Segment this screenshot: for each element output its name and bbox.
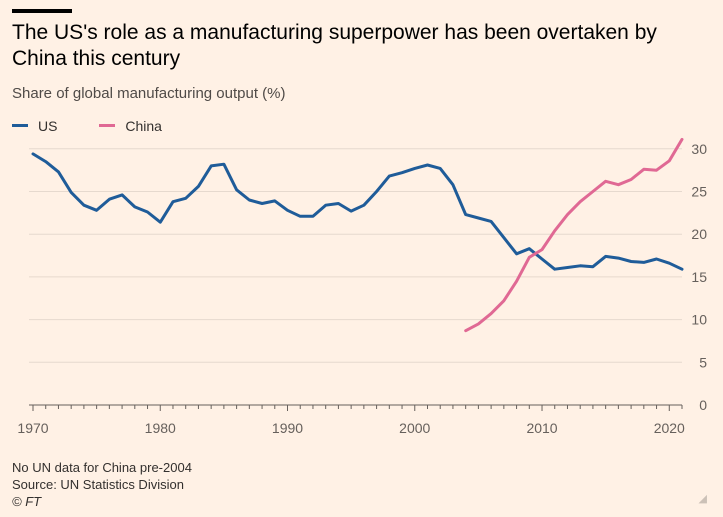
y-tick-label: 5 xyxy=(699,354,707,370)
y-tick-label: 15 xyxy=(691,269,707,285)
x-tick-label: 1990 xyxy=(272,420,303,436)
y-tick-label: 0 xyxy=(699,397,707,413)
x-tick-label: 2010 xyxy=(526,420,557,436)
source-note: Source: UN Statistics Division xyxy=(12,477,184,492)
legend: US China xyxy=(12,114,200,134)
legend-label-china: China xyxy=(125,117,162,134)
y-tick-label: 30 xyxy=(691,141,707,157)
chart-title: The US's role as a manufacturing superpo… xyxy=(12,21,657,70)
footer: No UN data for China pre-2004 Source: UN… xyxy=(12,459,192,510)
chart-subtitle: Share of global manufacturing output (%) xyxy=(12,85,286,102)
x-tick-label: 1980 xyxy=(145,420,176,436)
y-tick-label: 20 xyxy=(691,226,707,242)
footnote: No UN data for China pre-2004 xyxy=(12,460,192,475)
legend-item-china: China xyxy=(99,118,162,134)
x-tick-label: 2020 xyxy=(654,420,685,436)
x-tick-label: 2000 xyxy=(399,420,430,436)
legend-swatch-us xyxy=(12,124,28,127)
series-line-us xyxy=(31,152,684,271)
y-tick-label: 10 xyxy=(691,312,707,328)
legend-item-us: US xyxy=(12,118,57,134)
copyright: © FT xyxy=(12,494,42,509)
line-chart: 0 5 10 15 20 25 30 1970 1980 1990 2000 2010 2020 xyxy=(17,137,707,436)
legend-label-us: US xyxy=(38,117,58,134)
brand-bar xyxy=(12,9,72,13)
legend-swatch-china xyxy=(99,124,116,127)
resize-corner-icon: ◢ xyxy=(698,493,707,505)
series-line-china xyxy=(464,137,684,333)
x-tick-label: 1970 xyxy=(17,420,48,436)
y-tick-label: 25 xyxy=(691,184,707,200)
